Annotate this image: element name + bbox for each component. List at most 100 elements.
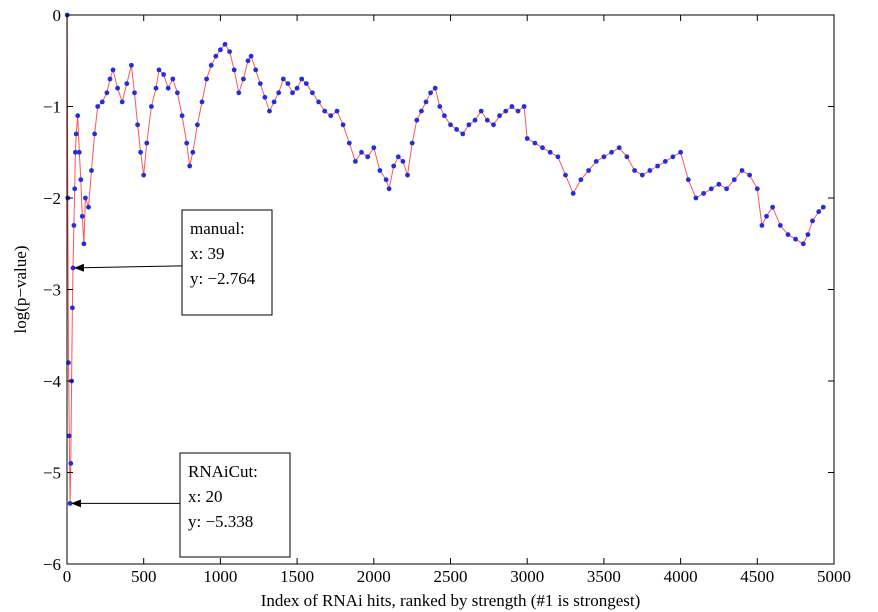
data-point (405, 172, 410, 178)
x-tick-label: 4500 (740, 567, 774, 586)
data-point (547, 149, 553, 155)
annotation-text: x: 39 (190, 244, 224, 263)
data-point (179, 113, 185, 119)
axes: 0 500 1000 1500 2000 2500 3000 3500 4000 4500 5000… (43, 6, 851, 586)
data-point (170, 76, 176, 82)
data-point (524, 136, 530, 141)
data-point (820, 204, 826, 210)
data-point (68, 461, 74, 466)
data-point (248, 53, 254, 59)
x-tick-label: 5000 (817, 567, 851, 586)
data-point (231, 67, 237, 73)
data-point (601, 154, 607, 160)
data-point (578, 177, 584, 183)
data-point (67, 501, 73, 506)
data-point (79, 213, 85, 219)
data-point (76, 149, 82, 155)
data-point (515, 108, 521, 114)
data-point (423, 99, 429, 105)
data-point (328, 113, 334, 119)
data-point (184, 140, 190, 146)
data-point (92, 131, 97, 137)
data-point (805, 232, 811, 238)
data-point (662, 159, 668, 164)
y-tick-label: −2 (43, 189, 61, 208)
data-point (124, 81, 130, 86)
data-point (175, 90, 180, 96)
data-point (371, 145, 377, 151)
data-point (409, 140, 415, 146)
x-tick-label: 2500 (434, 567, 468, 586)
data-point (71, 223, 77, 228)
plot-area (64, 12, 826, 506)
data-point (199, 99, 205, 105)
data-point (153, 85, 159, 91)
data-point (540, 145, 545, 151)
data-point (135, 122, 141, 128)
data-point (624, 154, 630, 160)
data-point (400, 159, 406, 164)
data-point (187, 163, 193, 169)
y-tick-label: 0 (53, 6, 62, 25)
data-point (655, 163, 660, 169)
annotation-text: y: −2.764 (190, 269, 256, 288)
data-point (138, 149, 144, 155)
data-point (497, 113, 502, 119)
data-point (104, 90, 110, 96)
data-point (414, 117, 420, 123)
data-point (478, 108, 484, 114)
data-point (253, 67, 259, 73)
data-point (484, 117, 490, 123)
data-point (276, 90, 282, 96)
data-point (257, 81, 263, 86)
data-point (491, 122, 496, 128)
data-point (793, 236, 798, 242)
data-point (73, 131, 79, 137)
x-tick-label: 2000 (357, 567, 391, 586)
data-point (521, 104, 527, 109)
data-point (503, 108, 509, 114)
data-point (724, 186, 729, 192)
data-point (89, 168, 94, 173)
x-tick-label: 1000 (203, 567, 237, 586)
data-point (78, 177, 84, 183)
data-point (754, 186, 760, 192)
data-point (83, 195, 88, 201)
data-point (632, 168, 637, 173)
data-point (86, 204, 91, 210)
data-point (460, 131, 466, 137)
y-tick-label: −4 (43, 372, 62, 391)
data-point (262, 94, 268, 100)
data-point (285, 81, 291, 86)
annotation-box (181, 209, 273, 316)
data-point (204, 76, 210, 82)
data-point (731, 177, 737, 183)
data-point (391, 163, 397, 169)
data-point (73, 149, 78, 155)
data-point (693, 195, 699, 201)
data-point (785, 232, 791, 238)
data-point (739, 168, 745, 173)
data-point (359, 149, 364, 155)
data-point (395, 154, 401, 160)
data-point (129, 62, 134, 68)
data-point (678, 149, 683, 155)
data-point (144, 140, 150, 146)
data-point (437, 104, 443, 109)
annotation-text: x: 20 (188, 487, 222, 506)
data-point (759, 223, 765, 228)
data-point (165, 85, 171, 91)
data-point (95, 104, 101, 109)
data-point (208, 62, 214, 68)
data-point (647, 168, 653, 173)
data-point (99, 99, 105, 105)
data-point (563, 172, 568, 178)
data-point (81, 241, 87, 247)
data-point (161, 72, 167, 77)
data-point (586, 168, 591, 173)
data-point (593, 159, 599, 164)
data-point (290, 90, 295, 96)
data-point (195, 122, 200, 128)
data-point (555, 154, 561, 160)
